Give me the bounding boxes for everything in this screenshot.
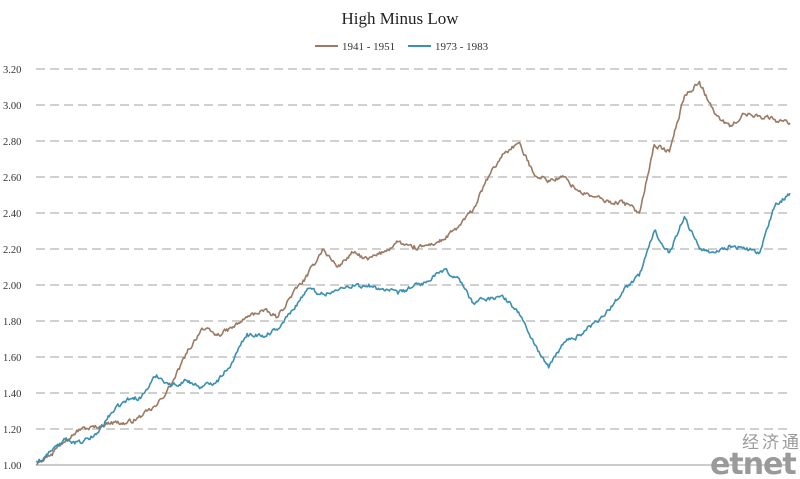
y-tick-label: 1.00 (3, 461, 21, 472)
y-axis-tick-labels: 1.00 1.20 1.40 1.60 1.80 2.00 2.20 2.40 2.60 2.80… (3, 65, 21, 472)
y-tick-label: 3.20 (3, 65, 21, 76)
chart-title: High Minus Low (341, 9, 459, 28)
series-lines (35, 80, 791, 466)
y-tick-label: 2.20 (3, 245, 21, 256)
series-line-2 (35, 192, 791, 466)
legend-label-series-2: 1973 - 1983 (435, 41, 489, 53)
y-tick-label: 1.80 (3, 317, 21, 328)
legend-label-series-1: 1941 - 1951 (342, 41, 395, 53)
watermark-chinese-text: 经济通 (742, 433, 800, 453)
y-tick-label: 1.20 (3, 425, 21, 436)
y-tick-label: 2.00 (3, 281, 21, 292)
y-tick-label: 2.60 (3, 173, 21, 184)
watermark-logo-text: etnet (710, 447, 796, 479)
y-tick-label: 2.80 (3, 137, 21, 148)
y-tick-label: 3.00 (3, 101, 21, 112)
legend: 1941 - 1951 1973 - 1983 (315, 41, 489, 53)
y-tick-label: 2.40 (3, 209, 21, 220)
watermark: 经济通 etnet (710, 433, 800, 479)
y-tick-label: 1.40 (3, 389, 21, 400)
series-line-1 (35, 80, 791, 464)
y-tick-label: 1.60 (3, 353, 21, 364)
